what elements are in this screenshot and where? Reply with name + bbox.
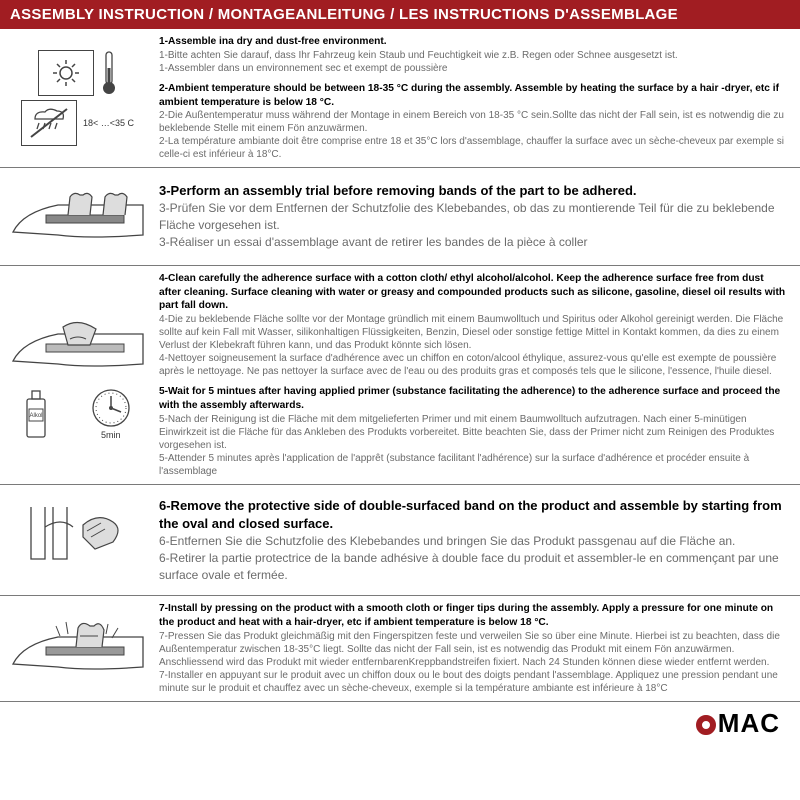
step3-title: 3-Perform an assembly trial before remov… xyxy=(159,182,788,200)
section-1-icons: 18< …<35 C xyxy=(0,29,155,167)
section-4: 6-Remove the protective side of double-s… xyxy=(0,485,800,597)
step2-fr: 2-La température ambiante doit être comp… xyxy=(159,135,788,161)
clock-icon xyxy=(89,386,133,430)
logo-circle-icon xyxy=(696,715,716,735)
step7-fr: 7-Installer en appuyant sur le produit a… xyxy=(159,669,788,695)
cleaning-icon xyxy=(8,309,148,381)
peel-tape-icon xyxy=(13,497,143,583)
section-4-text: 6-Remove the protective side of double-s… xyxy=(155,485,800,596)
step2-de: 2-Die Außentemperatur muss während der M… xyxy=(159,109,788,135)
section-2: 3-Perform an assembly trial before remov… xyxy=(0,168,800,266)
step5-title: 5-Wait for 5 mintues after having applie… xyxy=(159,385,788,413)
thermometer-icon xyxy=(100,50,118,96)
wait-label: 5min xyxy=(89,430,133,440)
section-5: 7-Install by pressing on the product wit… xyxy=(0,596,800,702)
brand-logo: MAC xyxy=(696,708,780,739)
step5-fr: 5-Attender 5 minutes après l'application… xyxy=(159,452,788,478)
step6-fr: 6-Retirer la partie protectrice de la ba… xyxy=(159,550,788,584)
page-header: ASSEMBLY INSTRUCTION / MONTAGEANLEITUNG … xyxy=(0,0,800,29)
step3-fr: 3-Réaliser un essai d'assemblage avant d… xyxy=(159,234,788,251)
step2-title: 2-Ambient temperature should be between … xyxy=(159,82,788,110)
step7-de: 7-Pressen Sie das Produkt gleichmäßig mi… xyxy=(159,630,788,669)
step1-title: 1-Assemble ina dry and dust-free environ… xyxy=(159,35,788,49)
sun-icon xyxy=(38,50,94,96)
section-5-icons xyxy=(0,596,155,701)
step5-de: 5-Nach der Reinigung ist die Fläche mit … xyxy=(159,413,788,452)
section-3: Alkol 5min 4-Clean carefully the adheren… xyxy=(0,266,800,485)
step1-fr: 1-Assembler dans un environnement sec et… xyxy=(159,62,788,75)
step7-title: 7-Install by pressing on the product wit… xyxy=(159,602,788,630)
press-install-icon xyxy=(8,608,148,690)
step1-de: 1-Bitte achten Sie darauf, dass Ihr Fahr… xyxy=(159,49,788,62)
bottle-label: Alkol xyxy=(30,413,43,419)
section-2-icons xyxy=(0,168,155,265)
logo-row: MAC xyxy=(0,702,800,745)
section-4-icons xyxy=(0,485,155,596)
logo-text: MAC xyxy=(718,708,780,739)
section-2-text: 3-Perform an assembly trial before remov… xyxy=(155,168,800,265)
temp-range-label: 18< …<35 C xyxy=(83,118,134,128)
trial-assembly-icon xyxy=(8,177,148,257)
step6-de: 6-Entfernen Sie die Schutzfolie des Kleb… xyxy=(159,533,788,550)
step4-fr: 4-Nettoyer soigneusement la surface d'ad… xyxy=(159,352,788,378)
section-3-text: 4-Clean carefully the adherence surface … xyxy=(155,266,800,484)
header-title: ASSEMBLY INSTRUCTION / MONTAGEANLEITUNG … xyxy=(10,6,678,23)
section-3-icons: Alkol 5min xyxy=(0,266,155,484)
step6-title: 6-Remove the protective side of double-s… xyxy=(159,497,788,533)
step4-title: 4-Clean carefully the adherence surface … xyxy=(159,272,788,313)
step3-de: 3-Prüfen Sie vor dem Entfernen der Schut… xyxy=(159,200,788,234)
section-1: 18< …<35 C 1-Assemble ina dry and dust-f… xyxy=(0,29,800,168)
step4-de: 4-Die zu beklebende Fläche sollte vor de… xyxy=(159,313,788,352)
section-5-text: 7-Install by pressing on the product wit… xyxy=(155,596,800,701)
section-1-text: 1-Assemble ina dry and dust-free environ… xyxy=(155,29,800,167)
no-rain-icon xyxy=(21,100,77,146)
alcohol-bottle-icon: Alkol xyxy=(22,385,50,441)
